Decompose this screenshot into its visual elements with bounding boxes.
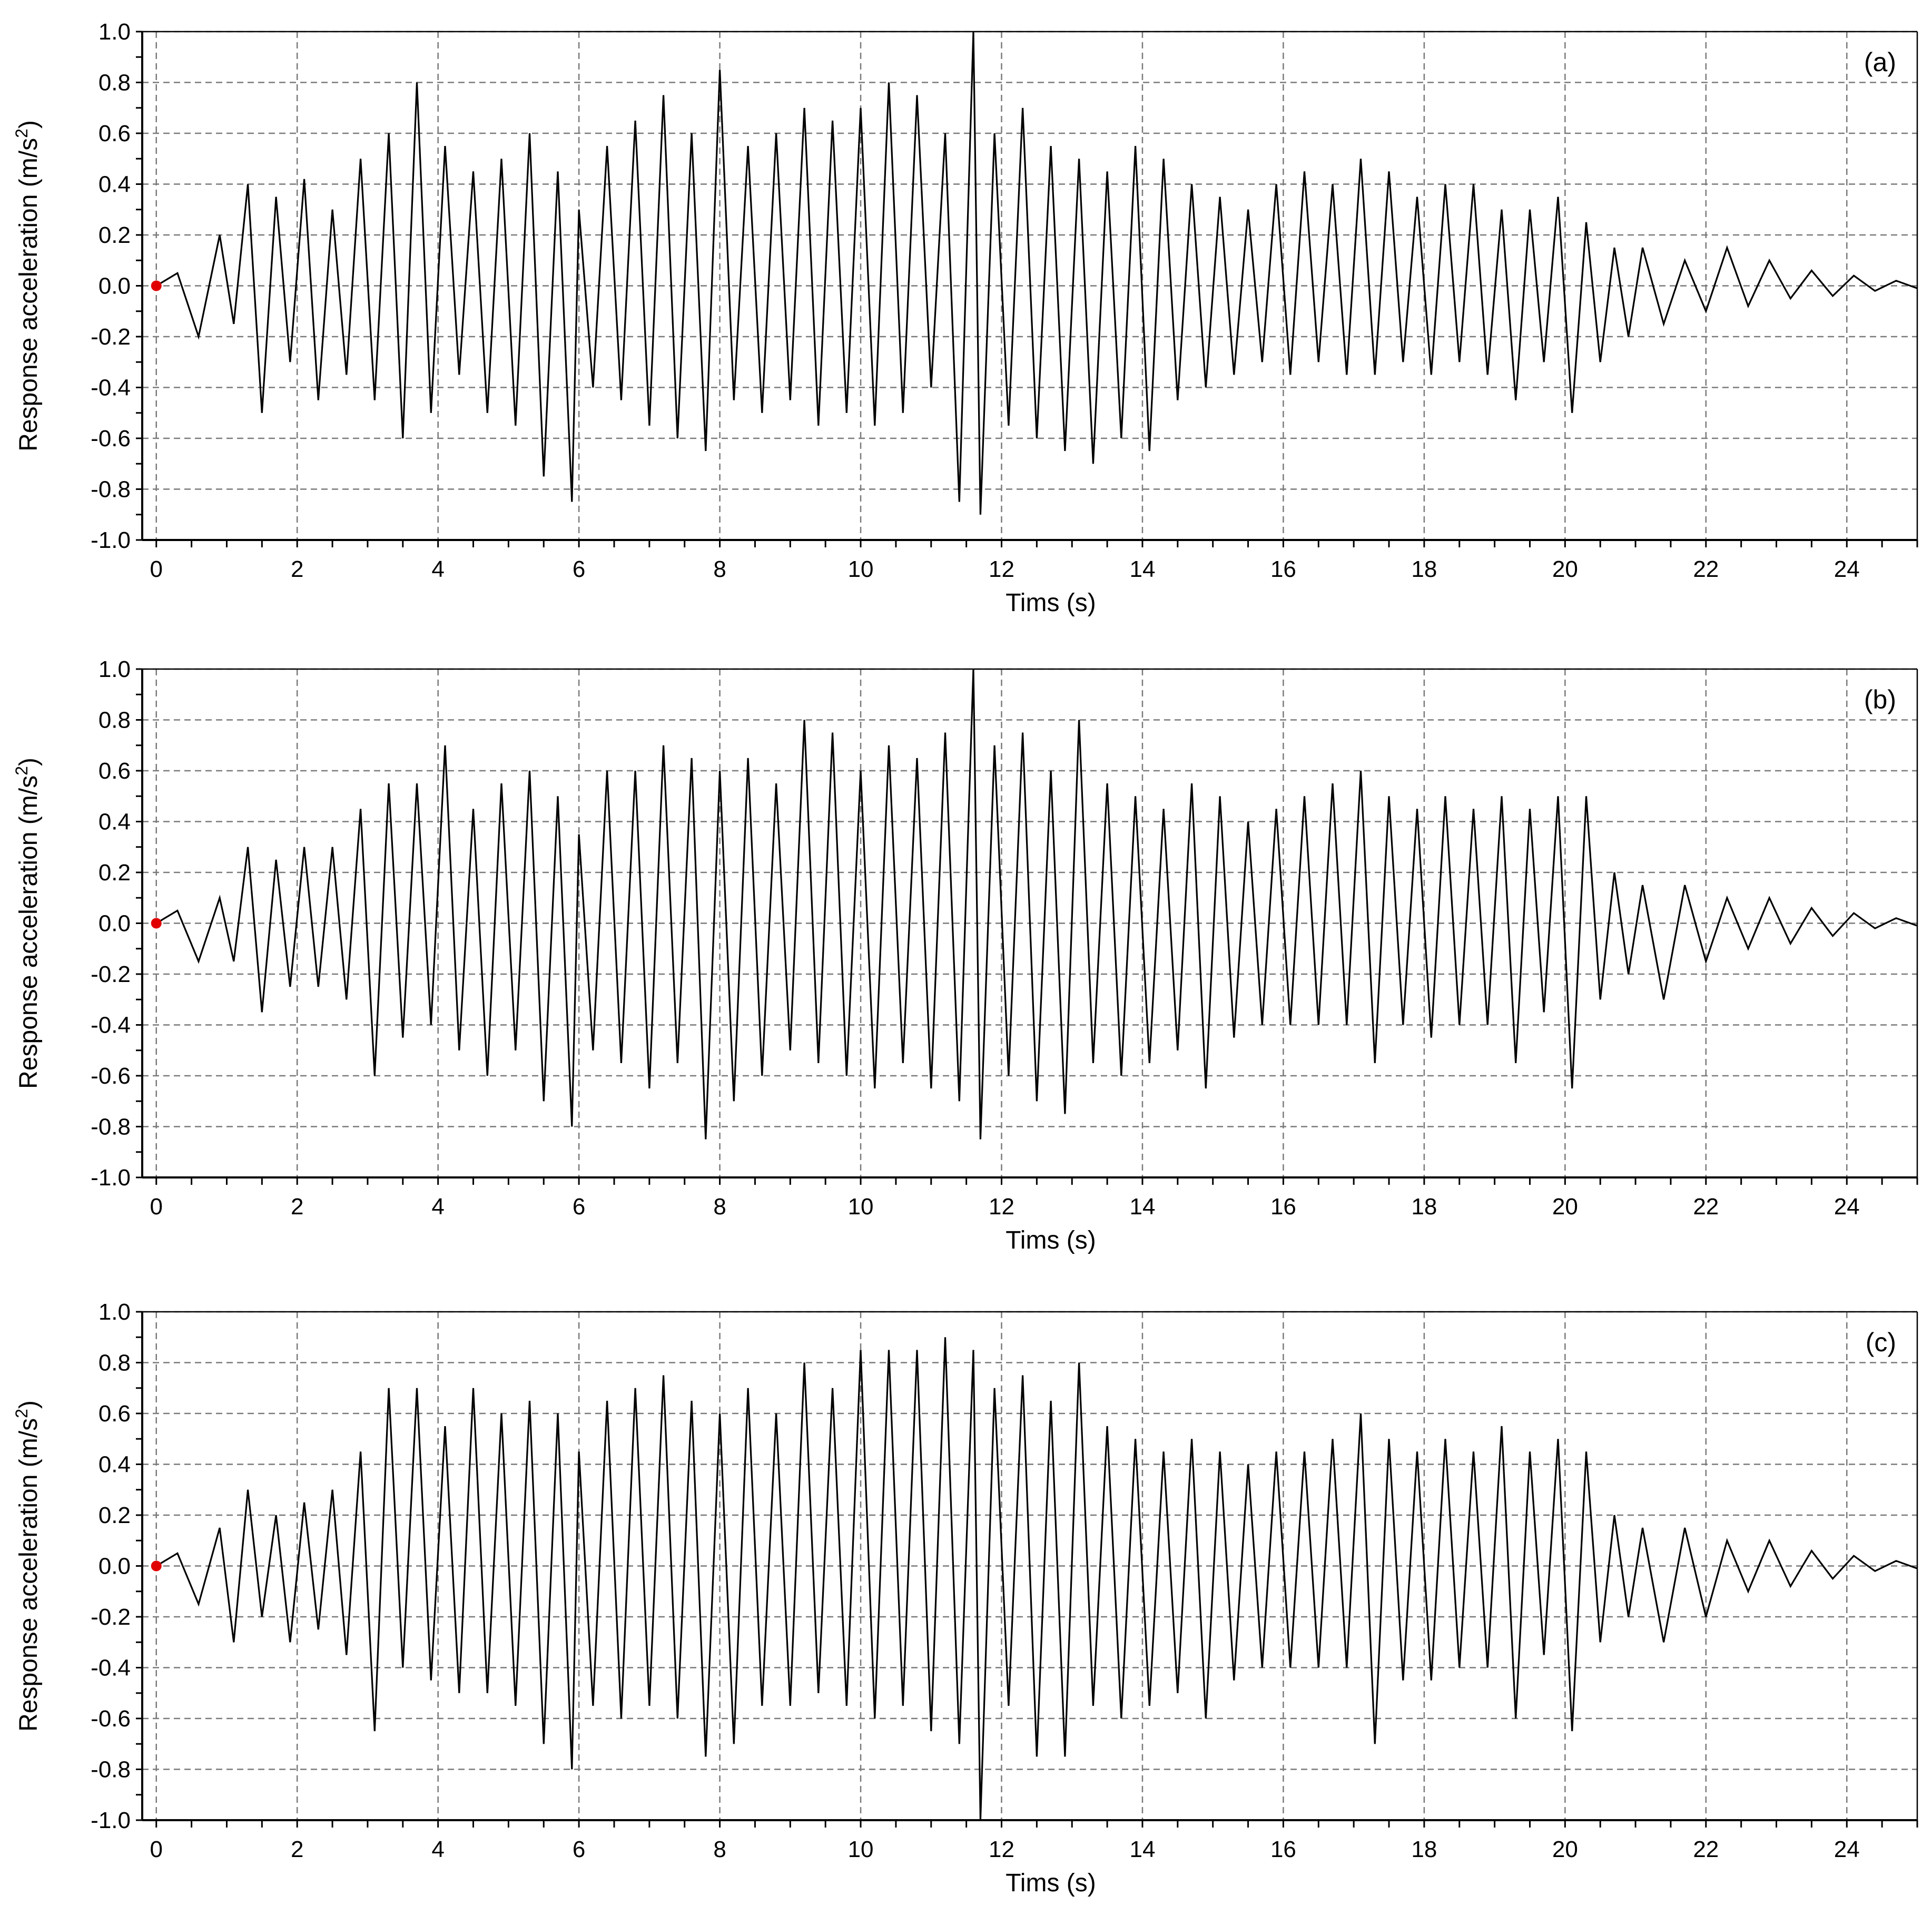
panel-b-y-tick-label: -0.4 — [91, 1013, 131, 1038]
panel-b-x-tick-label: 14 — [1129, 1194, 1155, 1220]
panel-a-y-tick-label: -1.0 — [91, 527, 131, 553]
panel-a-x-tick-label: 12 — [989, 556, 1014, 582]
panel-a-y-tick-label: 1.0 — [98, 19, 131, 45]
panel-b-y-tick-label: 1.0 — [98, 656, 131, 682]
panel-b-x-tick-label: 4 — [431, 1194, 444, 1220]
panel-b-y-tick-label: 0.8 — [98, 708, 131, 733]
panel-a-x-tick-label: 4 — [431, 556, 444, 582]
panel-a-x-tick-label: 16 — [1270, 556, 1296, 582]
panel-c-y-tick-label: 0.8 — [98, 1350, 131, 1376]
panel-b-label: (b) — [1864, 685, 1896, 714]
panel-c-x-tick-label: 6 — [573, 1836, 585, 1862]
panel-c-x-tick-label: 12 — [989, 1836, 1014, 1862]
panel-b-y-tick-label: 0.4 — [98, 809, 131, 835]
panel-b: 0 2 4 6 8 10 12 14 16 18 20 22 241.00.80.60.40.20.0-… — [12, 656, 1918, 1254]
panel-c-y-axis-title: Response acceleration (m/s2) — [12, 1400, 43, 1732]
panel-c-acceleration-series — [155, 1337, 1918, 1821]
panel-c-y-tick-label: 1.0 — [98, 1299, 131, 1325]
panel-c-y-tick-label: 0.4 — [98, 1452, 131, 1478]
panel-b-y-tick-label: 0.0 — [98, 911, 131, 937]
panel-a-y-axis-title: Response acceleration (m/s2) — [12, 120, 43, 451]
panel-c-y-tick-label: -0.2 — [91, 1604, 131, 1630]
panel-a-y-tick-label: -0.8 — [91, 477, 131, 503]
panel-a-x-tick-label: 18 — [1411, 556, 1437, 582]
panel-c-x-tick-label: 14 — [1129, 1836, 1155, 1862]
panel-b-y-tick-label: 0.6 — [98, 758, 131, 784]
panel-c-x-tick-label: 0 — [150, 1836, 163, 1862]
panel-a-x-tick-label: 14 — [1129, 556, 1155, 582]
panel-b-x-tick-label: 12 — [989, 1194, 1014, 1220]
panel-a-label: (a) — [1864, 47, 1896, 77]
panel-c-x-tick-label: 24 — [1834, 1836, 1860, 1862]
panel-b-x-tick-label: 24 — [1834, 1194, 1860, 1220]
panel-c-x-tick-label: 10 — [848, 1836, 874, 1862]
panel-c-x-tick-label: 18 — [1411, 1836, 1437, 1862]
panel-a-y-tick-label: -0.6 — [91, 426, 131, 451]
panel-a-y-tick-label: 0.0 — [98, 273, 131, 299]
panel-c-x-tick-label: 22 — [1693, 1836, 1719, 1862]
panel-c-x-axis-title: Tims (s) — [1006, 1869, 1096, 1897]
panel-c-x-tick-label: 4 — [431, 1836, 444, 1862]
panel-c-y-tick-label: -0.6 — [91, 1706, 131, 1732]
panel-a-x-tick-label: 20 — [1552, 556, 1578, 582]
panel-b-y-tick-label: -0.6 — [91, 1063, 131, 1089]
panel-b-x-tick-label: 16 — [1270, 1194, 1296, 1220]
panel-c-x-tick-label: 20 — [1552, 1836, 1578, 1862]
panel-c-y-tick-label: 0.2 — [98, 1502, 131, 1528]
panel-a-y-tick-label: 0.2 — [98, 222, 131, 248]
panel-b-y-tick-label: -0.2 — [91, 961, 131, 987]
panel-b-y-tick-label: -1.0 — [91, 1165, 131, 1191]
panel-c: 0 2 4 6 8 10 12 14 16 18 20 22 241.00.80.60.40.20.0-… — [12, 1299, 1918, 1897]
panel-c-y-tick-label: -1.0 — [91, 1808, 131, 1833]
panel-b-x-tick-label: 20 — [1552, 1194, 1578, 1220]
panel-c-y-tick-label: -0.8 — [91, 1757, 131, 1783]
panel-b-x-axis-title: Tims (s) — [1006, 1226, 1096, 1254]
panel-b-y-tick-label: 0.2 — [98, 860, 131, 886]
panel-b-acceleration-series — [155, 669, 1918, 1140]
panel-a-x-tick-label: 22 — [1693, 556, 1719, 582]
panel-c-label: (c) — [1866, 1328, 1896, 1357]
panel-a-x-tick-label: 10 — [848, 556, 874, 582]
panel-c-x-tick-label: 8 — [713, 1836, 726, 1862]
panel-c-x-tick-label: 16 — [1270, 1836, 1296, 1862]
panel-a-y-tick-label: 0.6 — [98, 121, 131, 146]
panel-b-x-tick-label: 18 — [1411, 1194, 1437, 1220]
panel-a-x-axis-title: Tims (s) — [1006, 589, 1096, 617]
panel-c-x-tick-label: 2 — [291, 1836, 303, 1862]
panel-c-y-tick-label: 0.0 — [98, 1554, 131, 1579]
panel-a-acceleration-series — [155, 31, 1918, 515]
panel-a-y-tick-label: -0.4 — [91, 375, 131, 401]
panel-a-start-marker — [151, 280, 162, 291]
panel-a-x-tick-label: 6 — [573, 556, 585, 582]
panel-c-y-tick-label: 0.6 — [98, 1401, 131, 1427]
panel-b-y-tick-label: -0.8 — [91, 1114, 131, 1140]
panel-b-x-tick-label: 2 — [291, 1194, 303, 1220]
panel-b-x-tick-label: 10 — [848, 1194, 874, 1220]
panel-b-x-tick-label: 22 — [1693, 1194, 1719, 1220]
panel-a-x-tick-label: 24 — [1834, 556, 1860, 582]
panel-a-y-tick-label: -0.2 — [91, 324, 131, 350]
panel-b-x-tick-label: 8 — [713, 1194, 726, 1220]
panel-b-x-tick-label: 6 — [573, 1194, 585, 1220]
panel-a-y-tick-label: 0.8 — [98, 70, 131, 96]
panel-b-start-marker — [151, 918, 162, 929]
panel-a-x-tick-label: 2 — [291, 556, 303, 582]
panel-c-start-marker — [151, 1560, 162, 1572]
panel-a-y-tick-label: 0.4 — [98, 172, 131, 198]
panel-b-y-axis-title: Response acceleration (m/s2) — [12, 758, 43, 1089]
panel-a-x-tick-label: 8 — [713, 556, 726, 582]
panel-a-x-tick-label: 0 — [150, 556, 163, 582]
panel-b-x-tick-label: 0 — [150, 1194, 163, 1220]
panel-c-y-tick-label: -0.4 — [91, 1655, 131, 1681]
panel-a: 0 2 4 6 8 10 12 14 16 18 20 22 241.00.80.60.40.20.0-… — [12, 19, 1918, 617]
